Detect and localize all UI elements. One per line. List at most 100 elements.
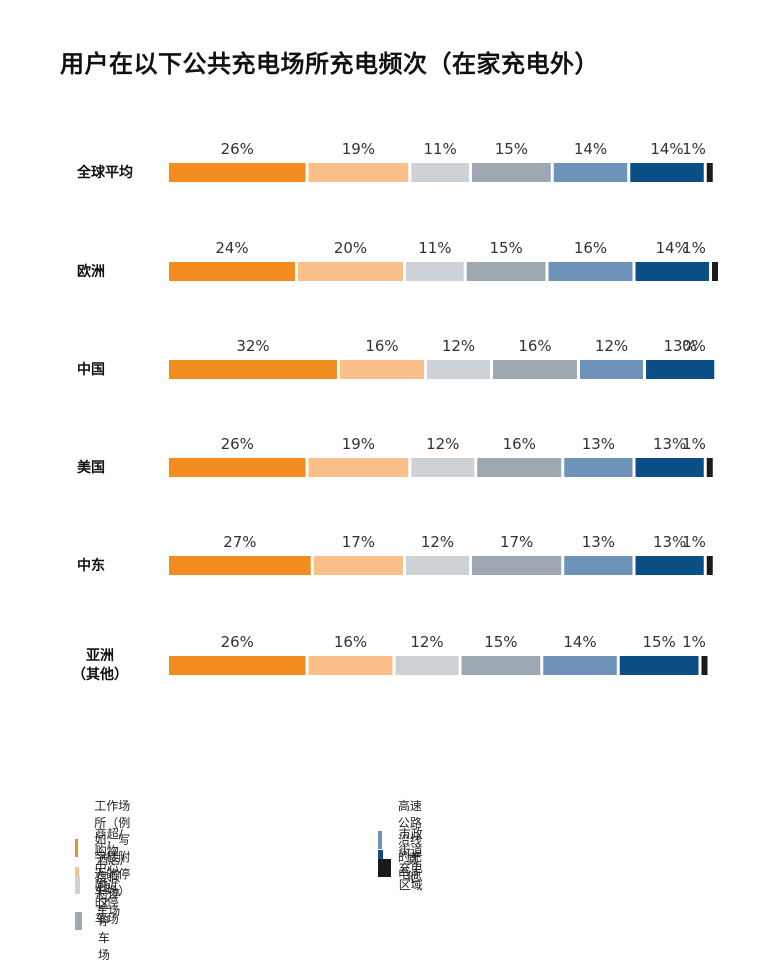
category-label: 欧洲 (77, 263, 105, 280)
value-label: 0% (682, 337, 706, 355)
category-label: 亚洲（其他） (72, 648, 128, 683)
value-label: 20% (334, 239, 367, 257)
bar-segment (619, 656, 699, 675)
value-label: 12% (595, 337, 628, 355)
value-label: 12% (442, 337, 475, 355)
value-label: 16% (518, 337, 551, 355)
bar-segment (298, 262, 403, 281)
bar-segment (411, 458, 475, 477)
bar-segment (564, 556, 633, 575)
legend-label: 其他 (406, 853, 419, 884)
legend-item: 工作场所（例如，写字楼附近的停车场） (75, 797, 133, 899)
legend-swatch (378, 830, 382, 849)
value-label: 13% (582, 435, 615, 453)
legend-label: 酒店/度假村停车场 (96, 853, 125, 918)
bar-segment (646, 360, 715, 379)
bar-segment (308, 458, 409, 477)
bar-segment (580, 360, 643, 379)
bar-segment (169, 556, 311, 575)
value-label: 14% (574, 140, 607, 158)
value-label: 14% (656, 239, 689, 257)
value-label: 16% (574, 239, 607, 257)
bar-segment (169, 163, 306, 182)
value-label: 16% (365, 337, 398, 355)
legend-item: 市政街道充电区域 (378, 825, 424, 893)
bar-segment (340, 360, 424, 379)
legend-swatch (75, 876, 81, 894)
bar-segment (411, 163, 469, 182)
value-label: 14% (650, 140, 683, 158)
bar-segment (169, 360, 337, 379)
value-label: 15% (484, 633, 517, 651)
bar-segment (564, 458, 633, 477)
bar-segment (313, 556, 403, 575)
value-label: 15% (489, 239, 522, 257)
value-label: 17% (500, 533, 533, 551)
bar-segment (701, 656, 708, 675)
chart-title: 用户在以下公共充电场所充电频次（在家充电外） (60, 50, 599, 78)
bar-segment (308, 163, 409, 182)
value-label: 1% (682, 435, 706, 453)
value-label: 1% (682, 533, 706, 551)
value-label: 17% (342, 533, 375, 551)
value-label: 32% (236, 337, 269, 355)
bar-segment (712, 262, 718, 281)
bar-segment (461, 656, 541, 675)
bar-segment (493, 360, 577, 379)
legend-item: 酒店/度假村停车场 (75, 851, 125, 919)
bar-segment (706, 163, 713, 182)
value-label: 12% (410, 633, 443, 651)
bar-segment (308, 656, 393, 675)
value-label: 12% (426, 435, 459, 453)
value-label: 12% (421, 533, 454, 551)
value-label: 11% (418, 239, 451, 257)
legend-swatch (75, 911, 82, 930)
bar-segment (635, 458, 704, 477)
value-label: 26% (221, 435, 254, 453)
bar-segment (553, 163, 628, 182)
bar-segment (472, 163, 551, 182)
bar-segment (169, 262, 295, 281)
bar-segment (706, 458, 713, 477)
bar-segment (406, 556, 469, 575)
bar-segment (548, 262, 633, 281)
category-label: 中国 (77, 361, 105, 378)
value-label: 1% (682, 239, 706, 257)
value-label: 16% (503, 435, 536, 453)
legend-label: 工作场所（例如，写字楼附近的停车场） (94, 799, 131, 898)
value-label: 11% (423, 140, 456, 158)
value-label: 13% (653, 533, 686, 551)
bar-segment (635, 556, 704, 575)
legend-label: 商超/购物中心附近的停车场 (94, 827, 123, 926)
bar-segment (427, 360, 490, 379)
value-label: 13% (663, 337, 696, 355)
bar-segment (477, 458, 562, 477)
value-label: 16% (334, 633, 367, 651)
legend-label: 市政街道充电区域 (398, 827, 423, 892)
value-label: 14% (563, 633, 596, 651)
bar-segment (472, 556, 562, 575)
category-label: 美国 (77, 459, 105, 476)
legend-swatch (75, 839, 79, 857)
value-label: 26% (221, 633, 254, 651)
legend-swatch (378, 859, 391, 877)
value-label: 15% (495, 140, 528, 158)
bar-segment (706, 556, 713, 575)
bar-segment (406, 262, 464, 281)
bar-segment (630, 163, 704, 182)
bar-segment (466, 262, 546, 281)
bar-segment (543, 656, 617, 675)
bar-segment (169, 458, 306, 477)
value-label: 13% (582, 533, 615, 551)
category-label: 中东 (77, 557, 105, 574)
legend-item: 其他 (378, 851, 424, 885)
value-label: 1% (682, 140, 706, 158)
value-label: 24% (215, 239, 248, 257)
value-label: 1% (682, 633, 706, 651)
category-label: 全球平均 (76, 164, 133, 181)
legend-label: 高速公路沿线的充电点 (397, 799, 422, 881)
value-label: 19% (342, 140, 375, 158)
value-label: 15% (642, 633, 675, 651)
legend-label: 社区停车场 (97, 880, 110, 962)
